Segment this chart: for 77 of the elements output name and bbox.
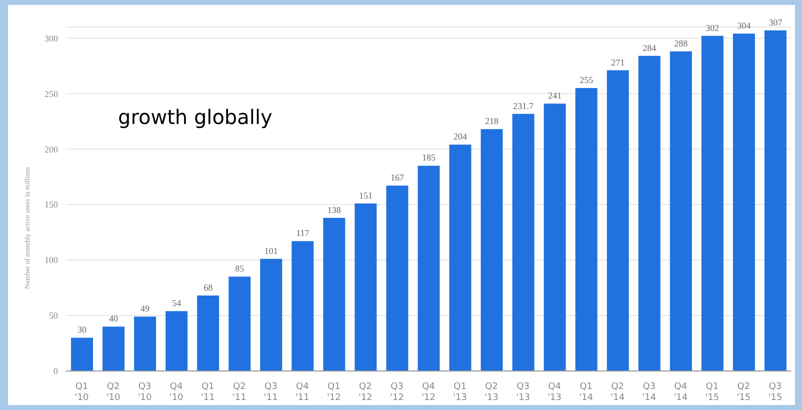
bar [102,326,125,371]
x-tick-label: Q4 '11 [295,382,310,403]
bar [670,51,692,371]
data-label: 204 [454,132,468,142]
data-label: 288 [674,38,688,48]
bar [228,276,251,371]
x-tick-label: Q3 '12 [390,382,404,403]
x-tick-label: Q4 '12 [422,382,436,403]
x-tick-label: Q4 '13 [548,382,562,403]
bar [764,30,786,371]
data-label: 117 [296,228,310,238]
bar [449,144,472,371]
bar [418,166,440,371]
data-label: 30 [78,324,87,335]
bar [197,296,220,371]
data-label: 218 [485,116,500,126]
x-tick-label: Q1 '12 [326,382,341,403]
text: growth globally [118,105,272,129]
bar [134,316,156,371]
y-tick-label: 200 [44,144,58,154]
x-tick-label: Q1 '15 [705,382,720,403]
x-tick-label: Q2 '14 [610,382,625,403]
data-label: 255 [580,75,594,86]
x-tick-label: Q3 '13 [516,382,530,403]
data-label: 40 [109,314,119,324]
x-tick-label: Q1 '14 [579,382,594,403]
data-label: 68 [204,282,214,293]
x-tick-label: Q1 '11 [200,382,215,403]
data-label: 271 [611,57,625,68]
bar [71,338,93,371]
x-tick-label: Q3 '10 [138,382,152,403]
x-tick-label: Q4 '14 [674,382,688,403]
data-label: 284 [642,42,657,53]
bar [260,258,282,371]
data-label: 49 [140,304,150,314]
data-label: 304 [737,20,752,31]
data-label: 302 [706,22,720,33]
bar [166,311,188,371]
bar [606,70,629,371]
y-tick-label: 50 [49,310,58,321]
data-label: 85 [235,264,245,274]
x-tick-label: Q3 '14 [642,382,656,403]
data-label: 54 [172,298,182,308]
data-label: 151 [358,190,372,200]
x-tick-label: Q1 '10 [74,382,89,403]
x-tick-label: Q1 '13 [453,382,467,403]
bar [512,114,534,371]
data-label: 241 [548,90,562,101]
bar [386,186,408,371]
y-tick-label: 0 [54,366,58,376]
x-tick-label: Q4 '10 [169,382,184,403]
bar [480,129,503,371]
x-tick-label: Q2 '13 [484,382,499,403]
data-label: 101 [264,246,278,256]
bar [292,241,314,371]
x-tick-label: Q2 '12 [358,382,372,403]
data-label: 231.7 [513,100,534,111]
bar [544,104,566,371]
x-tick-label: Q3 '11 [264,382,278,403]
bar [575,88,598,371]
x-tick-label: Q3 '15 [768,382,782,403]
x-tick-label: Q2 '15 [736,382,751,403]
bar [732,34,755,371]
y-tick-label: 100 [44,255,58,266]
x-tick-label: Q2 '10 [106,382,121,403]
data-label: 167 [390,172,404,183]
data-label: 185 [422,152,436,163]
data-label: 307 [768,17,783,28]
x-tick-label: Q2 '11 [232,382,246,403]
bar [701,36,724,371]
bar [638,56,660,371]
bar [323,218,346,371]
bar [354,203,377,371]
data-label: 138 [327,204,342,215]
y-tick-label: 150 [44,200,58,210]
y-tick-label: 250 [44,88,58,99]
y-tick-label: 300 [44,33,58,44]
